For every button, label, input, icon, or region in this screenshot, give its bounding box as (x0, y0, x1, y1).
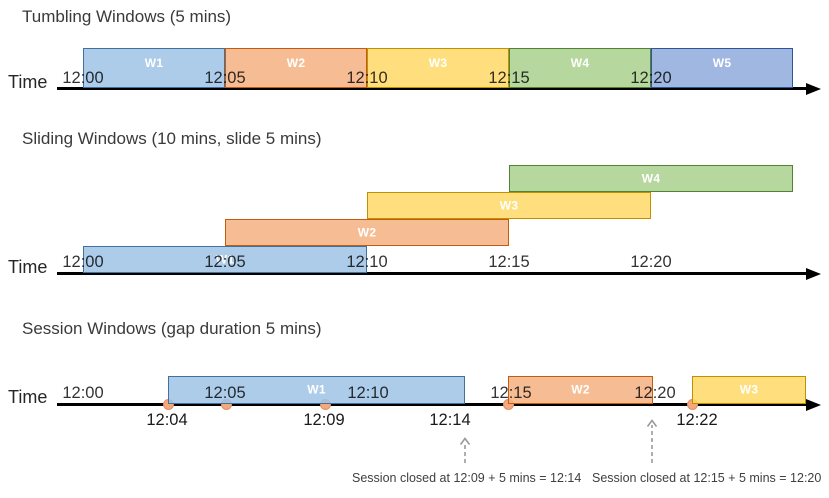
tick-label: 12:10 (346, 69, 388, 87)
window-tumbling-w4: W4 (509, 48, 651, 88)
tick-label: 12:05 (204, 69, 246, 87)
tick-label: 12:10 (346, 253, 388, 271)
time-axis-label-session: Time (8, 387, 48, 407)
window-label: W2 (571, 382, 590, 397)
section-title-session: Session Windows (gap duration 5 mins) (22, 319, 322, 338)
window-label: W1 (215, 251, 235, 266)
window-label: W3 (739, 382, 759, 397)
window-label: W2 (286, 56, 306, 70)
event-time-label: 12:09 (303, 411, 345, 429)
window-tumbling-w3: W3 (367, 48, 509, 88)
window-label: W1 (307, 382, 326, 397)
time-axis-label-tumbling: Time (8, 72, 48, 92)
tick-label: 12:10 (347, 384, 389, 402)
dashed-up-arrow-icon (458, 436, 472, 468)
window-session-w3: W3 (692, 376, 806, 404)
tick-label: 12:00 (62, 69, 104, 87)
event-time-label: 12:22 (676, 411, 718, 429)
window-sliding-w4: W4 (509, 165, 793, 192)
tick-label: 12:15 (488, 253, 530, 271)
tick-label: 12:05 (204, 253, 246, 271)
tick-label: 12:20 (630, 253, 672, 271)
window-sliding-w1: W1 (83, 246, 367, 273)
window-sliding-w2: W2 (225, 219, 509, 246)
event-time-label: 12:14 (429, 411, 471, 429)
tick-label: 12:20 (634, 384, 676, 402)
tick-label: 12:05 (204, 384, 246, 402)
window-tumbling-w5: W5 (651, 48, 793, 88)
session-closed-note: Session closed at 12:09 + 5 mins = 12:14 (352, 471, 582, 485)
window-label: W4 (641, 170, 661, 185)
tick-label: 12:15 (488, 69, 530, 87)
window-session-w2: W2 (508, 376, 653, 404)
section-title-sliding: Sliding Windows (10 mins, slide 5 mins) (22, 129, 322, 148)
session-closed-note: Session closed at 12:15 + 5 mins = 12:20 (592, 471, 822, 485)
window-label: W3 (428, 56, 448, 70)
window-label: W4 (570, 56, 590, 70)
tick-label: 12:00 (62, 253, 104, 271)
event-time-label: 12:04 (146, 411, 188, 429)
time-axis-label-sliding: Time (8, 257, 48, 277)
window-session-w1: W1 (168, 376, 465, 404)
tick-label: 12:20 (630, 69, 672, 87)
window-label: W2 (357, 224, 377, 239)
timeline-sliding (57, 272, 806, 275)
tick-label: 12:00 (62, 384, 104, 402)
tick-label: 12:15 (490, 384, 532, 402)
timeline-tumbling (57, 87, 806, 90)
window-sliding-w3: W3 (367, 192, 651, 219)
window-label: W5 (712, 56, 732, 70)
timeline-arrowhead-icon-session (806, 398, 821, 411)
timeline-arrowhead-icon-sliding (806, 267, 821, 280)
window-tumbling-w1: W1 (83, 48, 225, 88)
timeline-session (57, 403, 806, 406)
window-label: W3 (499, 197, 519, 212)
section-title-tumbling: Tumbling Windows (5 mins) (22, 7, 232, 26)
dashed-up-arrow-icon (645, 418, 659, 468)
window-label: W1 (144, 56, 164, 70)
window-tumbling-w2: W2 (225, 48, 367, 88)
timeline-arrowhead-icon-tumbling (806, 82, 821, 95)
